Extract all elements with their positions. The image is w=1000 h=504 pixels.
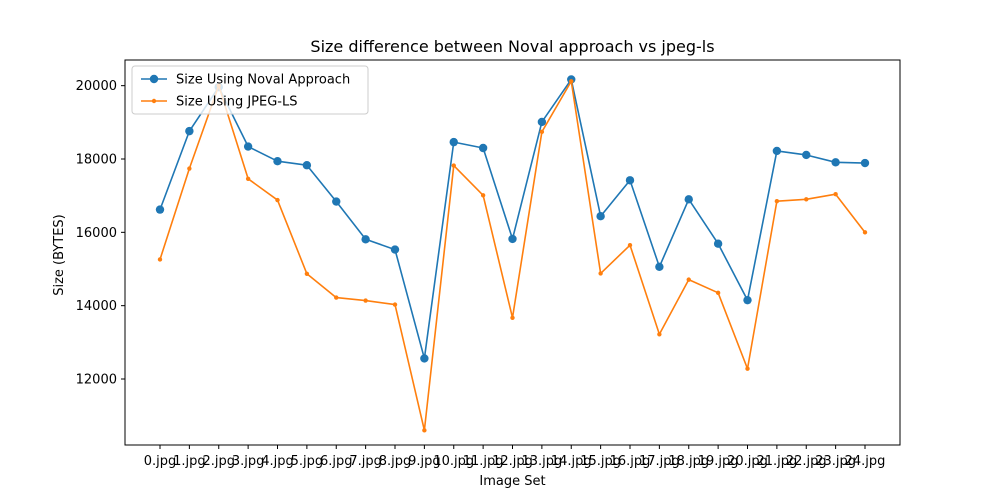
data-point	[684, 195, 693, 204]
data-point	[537, 117, 547, 127]
legend-marker	[149, 74, 159, 84]
data-point	[155, 205, 165, 214]
data-point	[510, 315, 515, 320]
y-tick-label: 18000	[76, 153, 117, 168]
data-point	[713, 239, 723, 248]
legend: Size Using Noval Approach Size Using JPEG…	[131, 65, 369, 115]
legend-label: Size Using JPEG-LS	[176, 95, 298, 110]
data-point	[862, 230, 868, 235]
x-tick-label: 2.jpg	[202, 454, 235, 469]
series-layer	[155, 75, 870, 433]
data-point	[569, 79, 574, 84]
x-tick-label: 22.jpg	[786, 454, 827, 469]
data-point	[831, 158, 840, 167]
y-axis-label: Size (BYTES)	[52, 214, 67, 296]
data-point	[478, 143, 488, 153]
plot-frame	[124, 59, 901, 446]
data-point	[392, 302, 398, 307]
y-tick-label: 16000	[76, 226, 117, 241]
data-point	[715, 290, 721, 296]
x-tick-label: 1.jpg	[173, 454, 206, 469]
data-point	[625, 176, 635, 185]
data-point	[686, 277, 691, 282]
x-tick-label: 17.jpg	[639, 454, 680, 469]
x-tick-label: 10.jpg	[433, 454, 474, 469]
data-point	[743, 295, 752, 305]
y-tick-label: 12000	[76, 373, 117, 388]
data-point	[745, 366, 750, 371]
data-point	[334, 295, 339, 300]
data-point	[332, 197, 341, 206]
x-tick-label: 0.jpg	[144, 454, 177, 469]
x-axis-label: Image Set	[479, 474, 545, 489]
data-point	[539, 129, 545, 135]
data-point	[185, 126, 194, 136]
data-point	[275, 197, 280, 203]
axis-layer: 0.jpg1.jpg2.jpg3.jpg4.jpg5.jpg6.jpg7.jpg…	[76, 79, 886, 469]
data-point	[802, 150, 811, 160]
data-point	[596, 212, 605, 221]
data-point	[860, 158, 870, 168]
data-point	[508, 234, 517, 244]
data-point	[451, 163, 456, 168]
data-point	[304, 271, 310, 276]
data-point	[449, 137, 458, 147]
data-point	[157, 257, 163, 262]
data-point	[772, 146, 782, 156]
x-tick-label: 8.jpg	[379, 454, 412, 469]
x-tick-label: 19.jpg	[698, 454, 739, 469]
data-point	[774, 198, 780, 204]
series-1	[155, 75, 870, 363]
legend-item: Size Using Noval Approach	[141, 73, 350, 88]
legend-marker	[151, 98, 157, 104]
x-tick-label: 23.jpg	[815, 454, 856, 469]
data-point	[480, 193, 486, 198]
x-tick-label: 3.jpg	[232, 454, 265, 469]
x-tick-label: 15.jpg	[580, 454, 621, 469]
x-tick-label: 5.jpg	[291, 454, 324, 469]
data-point	[243, 142, 253, 151]
legend-label: Size Using Noval Approach	[176, 73, 350, 88]
y-tick-label: 20000	[76, 79, 117, 94]
data-point	[598, 271, 603, 276]
data-point	[363, 298, 368, 303]
data-point	[273, 157, 282, 166]
x-tick-label: 12.jpg	[492, 454, 533, 469]
x-tick-label: 13.jpg	[521, 454, 562, 469]
data-point	[655, 262, 664, 271]
data-point	[804, 197, 809, 202]
data-point	[420, 354, 429, 363]
x-tick-label: 7.jpg	[349, 454, 382, 469]
x-tick-label: 18.jpg	[668, 454, 709, 469]
data-point	[390, 245, 400, 254]
x-tick-label: 24.jpg	[845, 454, 886, 469]
data-point	[657, 332, 662, 337]
data-point	[422, 428, 427, 433]
data-point	[245, 176, 251, 181]
data-point	[627, 242, 633, 248]
legend-item: Size Using JPEG-LS	[141, 95, 298, 110]
x-tick-label: 6.jpg	[320, 454, 353, 469]
data-point	[361, 235, 370, 244]
y-tick-label: 14000	[76, 299, 117, 314]
x-tick-label: 16.jpg	[610, 454, 651, 469]
x-tick-label: 4.jpg	[261, 454, 294, 469]
data-point	[302, 161, 312, 170]
x-tick-label: 9.jpg	[408, 454, 441, 469]
data-point	[187, 166, 192, 171]
x-tick-label: 21.jpg	[756, 454, 797, 469]
x-tick-label: 14.jpg	[551, 454, 592, 469]
chart-title: Size difference between Noval approach v…	[310, 37, 714, 56]
data-point	[833, 192, 838, 197]
legend-box	[131, 65, 369, 115]
x-tick-label: 11.jpg	[463, 454, 504, 469]
x-tick-label: 20.jpg	[727, 454, 768, 469]
